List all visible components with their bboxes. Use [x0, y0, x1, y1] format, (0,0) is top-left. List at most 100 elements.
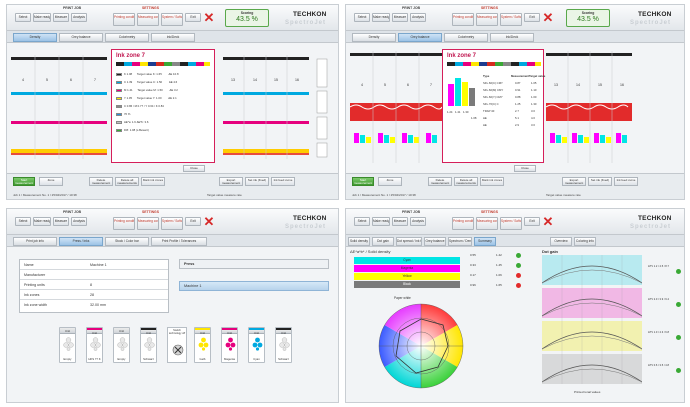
popup-close-button[interactable]: Close — [183, 165, 205, 172]
exit-button[interactable]: Exit — [185, 217, 201, 226]
mark-ink-zones-button[interactable]: Mark ink zones — [480, 177, 504, 186]
set-ink-button[interactable]: Set ink (fixed) — [245, 177, 269, 186]
tab-solid-density[interactable]: Solid density — [348, 237, 370, 246]
select-button[interactable]: Select — [354, 13, 370, 22]
table-row: Manufacturer — [20, 270, 168, 280]
tab-print-profile[interactable]: Print Profile / Tolerances — [151, 237, 207, 246]
density-swatch-black — [354, 281, 460, 288]
set-ink-button[interactable]: Set ink (fixed) — [588, 177, 612, 186]
make-ready-button[interactable]: Make ready — [372, 217, 390, 226]
printing-conditions-button[interactable]: Printing conditions — [113, 217, 135, 230]
exit-button[interactable]: Exit — [185, 13, 201, 22]
measure-button[interactable]: Measure — [392, 217, 408, 226]
tab-spectrum[interactable]: Spectrum / Density — [448, 237, 472, 246]
unit-cap: Unit — [276, 328, 291, 335]
tab-grey-balance[interactable]: Grey balance — [398, 33, 442, 42]
tab-print-job-info[interactable]: Print job info — [13, 237, 57, 246]
ink-feed-button[interactable]: Ink feed curve — [614, 177, 638, 186]
delete-measurement-button[interactable]: Delete measurement — [428, 177, 452, 186]
swatch-label: Cyan — [403, 258, 411, 262]
close-icon[interactable]: ✕ — [203, 10, 215, 25]
zone-stepper[interactable]: Zone — [378, 177, 402, 186]
cell-target: 1.30 — [531, 102, 537, 106]
zone-stepper[interactable]: Zone — [39, 177, 63, 186]
tab-grey-balance[interactable]: Grey balance — [59, 33, 103, 42]
system-software-button[interactable]: System / Software — [161, 217, 183, 230]
tab-coloring-info[interactable]: Coloring info — [574, 237, 596, 246]
system-software-button[interactable]: System / Software — [500, 13, 522, 26]
analysis-button[interactable]: Analysis — [410, 13, 426, 22]
press-list-item[interactable]: Machine 1 — [179, 281, 329, 291]
mark-ink-zones-button[interactable]: Mark ink zones — [141, 177, 165, 186]
analysis-button[interactable]: Analysis — [71, 13, 87, 22]
tab-ink-deck[interactable]: Ink/Deck — [490, 33, 534, 42]
analysis-button[interactable]: Analysis — [410, 217, 426, 226]
measuring-conditions-button[interactable]: Measuring conditions — [137, 217, 159, 230]
table-row: Name Machine 1 — [20, 260, 168, 270]
make-ready-button[interactable]: Make ready — [33, 217, 51, 226]
measure-button[interactable]: Measure — [53, 217, 69, 226]
delete-all-button[interactable]: Delete all measurements — [115, 177, 139, 186]
tab-density[interactable]: Density — [352, 33, 396, 42]
close-icon[interactable]: ✕ — [542, 214, 554, 229]
ink-unit-8[interactable]: Unit Schwarz — [275, 327, 292, 363]
ink-unit-7[interactable]: Unit Cyan — [248, 327, 265, 363]
start-measurement-button[interactable]: Start measurement — [352, 177, 374, 186]
tab-dot-spread[interactable]: Dot spread / Ink trapping — [396, 237, 422, 246]
ink-feed-button[interactable]: Ink feed curve — [271, 177, 295, 186]
tab-density[interactable]: Density — [13, 33, 57, 42]
select-button[interactable]: Select — [15, 13, 31, 22]
row-key: Ink zones — [24, 293, 40, 297]
color-bar-strip — [447, 62, 541, 66]
close-icon[interactable]: ✕ — [542, 10, 554, 25]
exit-button[interactable]: Exit — [524, 217, 540, 226]
measuring-conditions-button[interactable]: Measuring conditions — [476, 13, 498, 26]
printing-conditions-button[interactable]: Printing conditions — [452, 217, 474, 230]
tab-stock-color-bar[interactable]: Stock / Color bar — [105, 237, 149, 246]
ink-unit-1[interactable]: Unit Empty — [59, 327, 76, 363]
delete-all-button[interactable]: Delete all measurements — [454, 177, 478, 186]
cell-measurement: 0.87 — [515, 81, 521, 85]
exit-button[interactable]: Exit — [524, 13, 540, 22]
tab-dot-gain[interactable]: Dot gain — [372, 237, 394, 246]
tab-colorimetry[interactable]: Colorimetry — [105, 33, 149, 42]
ink-unit-5[interactable]: Unit Gelb — [194, 327, 211, 363]
select-button[interactable]: Select — [354, 217, 370, 226]
row-value: 8 — [90, 283, 92, 287]
scoring-value: 43.5 % — [577, 16, 599, 23]
status-light — [676, 368, 681, 373]
printing-conditions-button[interactable]: Printing conditions — [113, 13, 135, 26]
density-value: 1.42 — [496, 253, 502, 257]
popup-close-button[interactable]: Close — [514, 165, 536, 172]
close-icon[interactable]: ✕ — [203, 214, 215, 229]
tab-ink-deck[interactable]: Ink/Deck — [151, 33, 195, 42]
delete-measurement-button[interactable]: Delete measurement — [89, 177, 113, 186]
legend-entry: ΔTV 0.6 / 3.5 / 4.8 — [648, 364, 669, 367]
switch-technology-off[interactable]: Switch technology off — [167, 327, 187, 363]
tab-summary[interactable]: Summary — [474, 237, 496, 246]
printing-conditions-button[interactable]: Printing conditions — [452, 13, 474, 26]
density-value: 1.06 — [496, 273, 502, 277]
analysis-button[interactable]: Analysis — [71, 217, 87, 226]
measuring-conditions-button[interactable]: Measuring conditions — [137, 13, 159, 26]
make-ready-button[interactable]: Make ready — [372, 13, 390, 22]
system-software-button[interactable]: System / Software — [500, 217, 522, 230]
tab-press-inks[interactable]: Press / Inks — [59, 237, 103, 246]
ink-unit-6[interactable]: Unit Magenta — [221, 327, 238, 363]
tab-overview[interactable]: Overview — [550, 237, 572, 246]
export-measurement-button[interactable]: Export measurement — [562, 177, 586, 186]
start-measurement-button[interactable]: Start measurement — [13, 177, 35, 186]
export-measurement-button[interactable]: Export measurement — [219, 177, 243, 186]
measure-button[interactable]: Measure — [392, 13, 408, 22]
ink-unit-4[interactable]: Unit Schwarz — [140, 327, 157, 363]
measuring-conditions-button[interactable]: Measuring conditions — [476, 217, 498, 230]
tab-grey-balance[interactable]: Grey balance — [424, 237, 446, 246]
ink-unit-2[interactable]: Unit HKS 77 K — [86, 327, 103, 363]
table-row: Ink zone width 32.00 mm — [20, 300, 168, 310]
ink-unit-3[interactable]: Unit Empty — [113, 327, 130, 363]
select-button[interactable]: Select — [15, 217, 31, 226]
tab-colorimetry[interactable]: Colorimetry — [444, 33, 488, 42]
make-ready-button[interactable]: Make ready — [33, 13, 51, 22]
measure-button[interactable]: Measure — [53, 13, 69, 22]
system-software-button[interactable]: System / Software — [161, 13, 183, 26]
